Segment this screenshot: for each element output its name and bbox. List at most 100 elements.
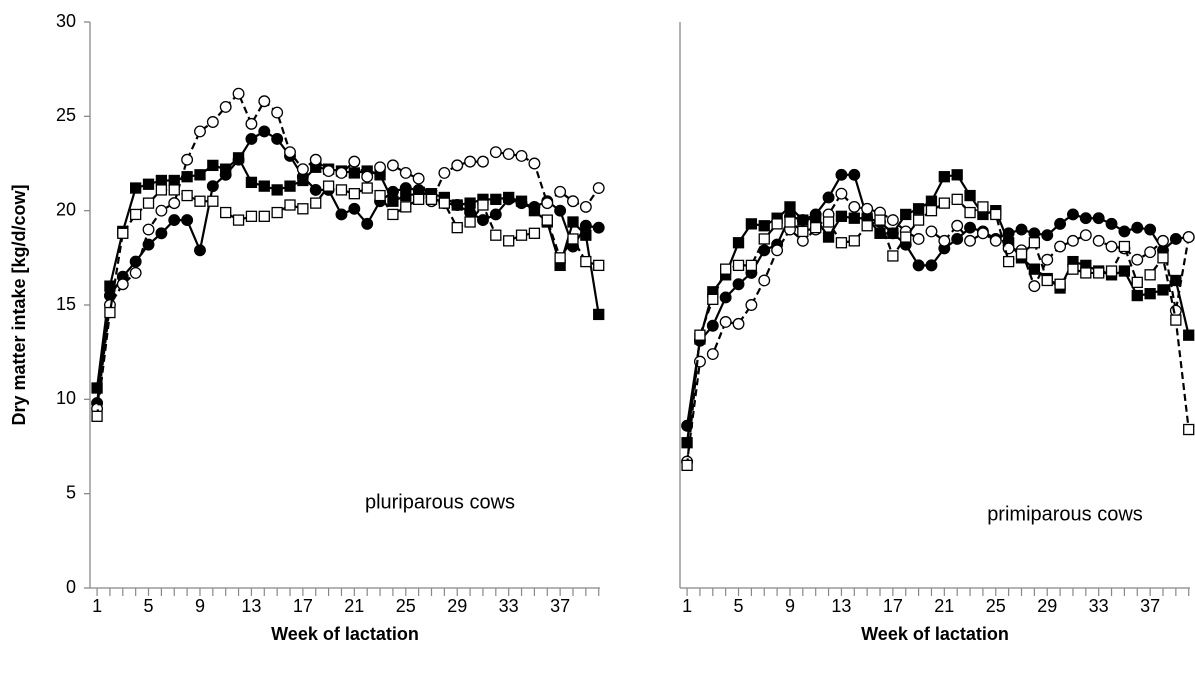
point (116, 278, 129, 291)
point (1067, 208, 1079, 221)
point (129, 266, 142, 279)
series-line (685, 198, 1190, 466)
point (142, 197, 155, 209)
point (374, 161, 387, 174)
point (835, 237, 848, 249)
point (438, 166, 451, 179)
point (528, 157, 541, 170)
point (155, 227, 168, 240)
point (194, 125, 206, 138)
point (451, 199, 463, 211)
x-tick-label: 37 (1140, 596, 1160, 616)
point (796, 234, 809, 247)
point (387, 195, 399, 207)
point (271, 184, 283, 196)
point (900, 231, 912, 243)
point (1015, 248, 1028, 260)
point (745, 218, 758, 230)
point (681, 437, 693, 449)
point (1028, 280, 1041, 293)
y-tick-label: 5 (66, 482, 76, 502)
point (567, 233, 579, 245)
point (515, 150, 528, 162)
point (502, 148, 515, 161)
point (887, 227, 899, 239)
point (117, 227, 129, 239)
point (951, 193, 963, 205)
point (284, 180, 296, 192)
point (848, 235, 860, 247)
point (130, 208, 142, 221)
point (348, 155, 361, 168)
point (848, 212, 860, 224)
point (719, 316, 732, 328)
point (451, 159, 464, 172)
series-line (95, 91, 600, 409)
point (758, 233, 770, 245)
point (168, 214, 181, 227)
point (912, 214, 925, 226)
point (335, 166, 348, 179)
point (1002, 255, 1015, 268)
y-tick-label: 30 (56, 11, 76, 31)
point (951, 219, 964, 232)
y-tick-label: 15 (56, 294, 76, 314)
point (925, 259, 938, 272)
point (515, 195, 528, 207)
point (567, 216, 579, 228)
point (335, 208, 348, 221)
point (1118, 265, 1131, 277)
x-tick-label: 33 (1089, 596, 1109, 616)
point (810, 212, 822, 224)
point (1144, 223, 1157, 236)
point (758, 274, 771, 287)
point (694, 329, 706, 341)
point (335, 184, 348, 196)
x-tick-label: 29 (447, 596, 467, 616)
point (1157, 252, 1169, 264)
point (1157, 284, 1169, 296)
point (232, 214, 245, 226)
point (579, 219, 592, 232)
point (322, 165, 335, 177)
point (258, 125, 271, 138)
point (1067, 234, 1079, 247)
x-tick-label: 1 (682, 596, 692, 616)
point (142, 178, 155, 190)
point (490, 229, 502, 241)
point (387, 208, 399, 221)
point (1092, 212, 1105, 225)
point (232, 152, 245, 164)
point (1079, 229, 1092, 242)
point (848, 168, 861, 181)
point (181, 171, 193, 183)
x-tick-label: 29 (1037, 596, 1057, 616)
point (822, 216, 835, 228)
x-tick-label: 5 (144, 596, 154, 616)
point (745, 259, 758, 272)
x-tick-label: 33 (499, 596, 519, 616)
x-tick-label: 17 (293, 596, 313, 616)
point (284, 146, 296, 159)
series-line (685, 191, 1190, 462)
point (206, 116, 219, 128)
point (348, 167, 360, 179)
point (822, 231, 835, 243)
point (168, 197, 181, 210)
annotation: primiparous cows (987, 503, 1143, 525)
point (271, 106, 284, 119)
point (1041, 253, 1054, 266)
point (258, 210, 270, 222)
point (1144, 288, 1156, 300)
point (732, 259, 745, 272)
point (706, 319, 719, 332)
point (412, 193, 425, 205)
point (784, 216, 796, 228)
point (1041, 229, 1054, 242)
x-tick-label: 25 (986, 596, 1006, 616)
point (1157, 234, 1169, 247)
point (732, 237, 745, 249)
point (976, 227, 989, 240)
point (309, 183, 322, 196)
point (91, 382, 103, 394)
